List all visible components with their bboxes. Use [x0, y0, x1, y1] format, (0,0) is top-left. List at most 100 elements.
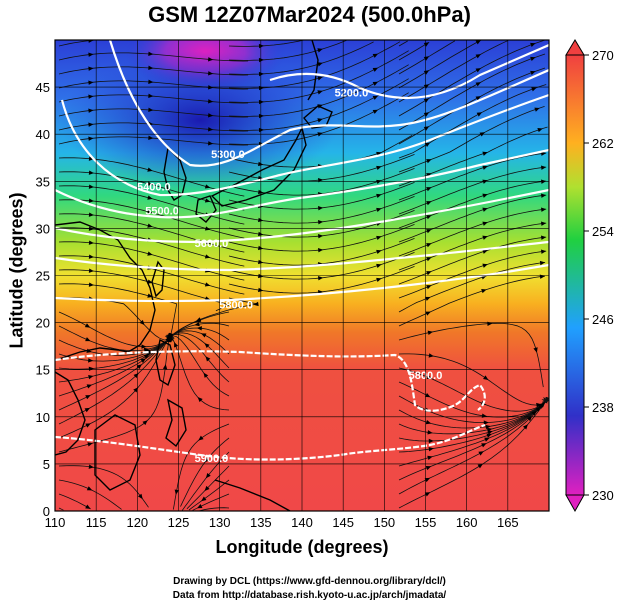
wind-arrow: [147, 209, 153, 214]
wind-arrow: [424, 492, 431, 497]
wind-arrow: [197, 504, 203, 509]
wind-arrow: [527, 416, 533, 422]
x-tick-label: 125: [168, 515, 190, 530]
wind-arrow: [194, 321, 200, 327]
streamline: [181, 451, 230, 511]
wind-arrow: [147, 181, 153, 186]
y-tick-label: 0: [43, 504, 50, 519]
wind-arrow: [318, 234, 324, 239]
wind-arrow: [86, 486, 93, 491]
wind-arrow: [205, 356, 211, 362]
wind-arrow: [428, 438, 434, 444]
wind-arrow: [540, 151, 547, 156]
wind-arrow: [482, 235, 488, 240]
wind-arrow: [147, 279, 153, 284]
wind-arrow: [376, 193, 382, 199]
contour-label: 5400.0: [137, 182, 171, 194]
x-tick-label: 115: [86, 515, 107, 530]
y-axis-ticks: 0 5 10 15 20 25 30 35 40 45: [36, 80, 50, 519]
wind-arrow: [318, 206, 324, 211]
coast-philippines-luzon: [155, 338, 176, 387]
y-tick-label: 5: [43, 457, 50, 472]
wind-arrow: [141, 344, 147, 349]
coast-japan-kyushu: [195, 195, 217, 223]
wind-arrow: [253, 301, 259, 307]
wind-arrow: [88, 198, 94, 203]
wind-arrow: [424, 142, 431, 147]
streamline: [398, 275, 546, 327]
contour-5200: [269, 43, 549, 100]
wind-arrow: [483, 375, 489, 380]
wind-arrow: [535, 406, 541, 412]
wind-arrow: [482, 151, 488, 156]
wind-arrow: [478, 451, 484, 456]
wind-arrow: [530, 70, 536, 75]
y-tick-label: 15: [36, 363, 50, 378]
wind-arrow: [88, 254, 94, 259]
wind-arrow: [208, 127, 214, 132]
wind-arrow: [372, 95, 379, 100]
x-tick-label: 160: [456, 515, 478, 530]
x-tick-label: 135: [250, 515, 272, 530]
streamline: [228, 41, 374, 75]
wind-arrow: [133, 387, 139, 393]
streamline: [398, 40, 508, 103]
wind-arrow: [87, 442, 93, 447]
colorbar-tick-label: 262: [592, 136, 614, 151]
y-tick-label: 30: [36, 221, 50, 236]
contour-label: 5300.0: [211, 149, 245, 161]
wind-arrow: [482, 249, 488, 254]
streamline: [398, 84, 547, 159]
wind-arrow: [86, 384, 93, 389]
lat-lon-grid: [54, 40, 549, 512]
y-tick-label: 20: [36, 316, 50, 331]
x-tick-label: 145: [332, 515, 354, 530]
streamline: [398, 40, 482, 89]
wind-arrow: [531, 410, 537, 416]
wind-arrow: [481, 443, 487, 448]
wind-arrow: [148, 79, 154, 85]
wind-arrow: [426, 187, 432, 192]
wind-arrow: [475, 40, 481, 45]
wind-arrow: [423, 98, 430, 103]
wind-arrow: [425, 392, 431, 398]
wind-arrow: [372, 81, 379, 86]
wind-arrow: [427, 455, 433, 460]
wind-arrow: [85, 504, 91, 509]
contour-5700: [55, 240, 549, 272]
coast-korea: [163, 146, 187, 201]
wind-arrow: [475, 96, 481, 101]
wind-arrow: [482, 263, 488, 268]
wind-arrow: [84, 407, 90, 413]
wind-arrow: [426, 201, 432, 206]
wind-arrow: [530, 56, 536, 61]
streamline: [398, 194, 547, 243]
wind-arrow: [204, 457, 210, 463]
streamline: [398, 401, 547, 495]
wind-arrow: [540, 179, 547, 184]
wind-arrow: [143, 354, 150, 359]
wind-arrow: [428, 353, 434, 358]
wind-arrow: [148, 51, 154, 57]
streamline: [58, 40, 94, 47]
wind-arrow: [208, 141, 214, 146]
wind-arrow: [88, 122, 94, 127]
wind-arrow: [258, 113, 264, 119]
colorbar-tick-label: 254: [592, 224, 614, 239]
wind-arrow: [530, 42, 536, 47]
wind-arrow: [484, 437, 490, 442]
wind-arrow: [481, 289, 487, 294]
wind-arrow: [475, 82, 481, 87]
wind-arrow: [522, 424, 528, 430]
streamline: [398, 40, 408, 47]
wind-arrow: [258, 43, 264, 49]
wind-arrow: [318, 220, 324, 225]
wind-arrow: [476, 112, 483, 117]
streamline: [58, 465, 149, 508]
credit-drawing: Drawing by DCL (https://www.gfd-dennou.o…: [173, 576, 446, 587]
streamline: [188, 479, 230, 511]
wind-arrow: [208, 71, 214, 76]
wind-arrow: [376, 207, 382, 213]
x-tick-label: 140: [291, 515, 313, 530]
streamline: [398, 53, 546, 131]
